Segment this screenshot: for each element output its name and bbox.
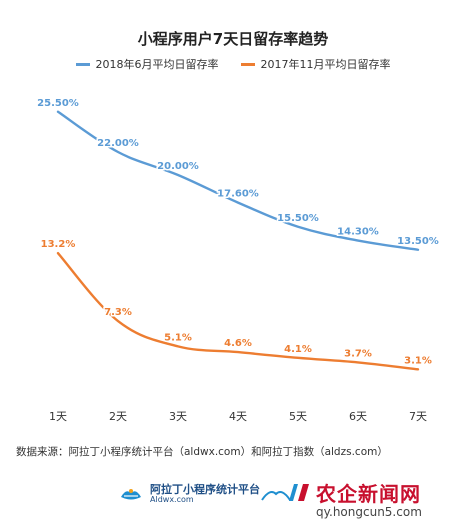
legend: 2018年6月平均日留存率 2017年11月平均日留存率 [0, 56, 466, 72]
source-note: 数据来源：阿拉丁小程序统计平台（aldwx.com）和阿拉丁指数（aldzs.c… [16, 446, 388, 458]
aladdin-lamp-icon [121, 489, 141, 500]
data-label-series-1: 25.50% [37, 98, 79, 109]
legend-swatch-blue [75, 62, 90, 66]
legend-item-series-2: 2017年11月平均日留存率 [240, 56, 391, 72]
series-line-1 [56, 110, 420, 251]
legend-swatch-orange [240, 62, 255, 66]
data-label-series-2: 3.7% [344, 348, 372, 359]
legend-label-series-2: 2017年11月平均日留存率 [260, 58, 391, 71]
data-label-series-2: 3.1% [404, 355, 432, 366]
watermark-name: 农企新闻网 [316, 482, 421, 506]
watermark-logo-icon [289, 483, 309, 501]
data-label-series-2: 13.2% [41, 239, 76, 250]
brand-name: 阿拉丁小程序统计平台 [150, 483, 260, 497]
legend-item-series-1: 2018年6月平均日留存率 [75, 56, 219, 72]
chart-title: 小程序用户7天日留存率趋势 [137, 30, 329, 48]
legend-label-series-1: 2018年6月平均日留存率 [95, 58, 219, 71]
brand-logo-block: 阿拉丁小程序统计平台 Aldwx.com [118, 484, 260, 504]
line-chart: 25.50% 22.00% 20.00% 17.60% 15.50% 14.30% 13.5… [36, 96, 441, 423]
footer: 阿拉丁小程序统计平台 Aldwx.com 农企新闻网 qy.hongcun5.c… [0, 478, 466, 519]
data-label-series-1: 13.50% [397, 236, 439, 247]
data-label-series-2: 7.3% [104, 307, 132, 318]
x-tick-label: 4天 [229, 410, 247, 423]
data-label-series-1: 22.00% [97, 138, 139, 149]
partner-logo-icon [261, 491, 291, 501]
x-tick-label: 3天 [169, 410, 187, 423]
x-tick-label: 2天 [109, 410, 127, 423]
brand-url: Aldwx.com [150, 494, 194, 504]
data-label-series-2: 4.1% [284, 344, 312, 355]
x-tick-label: 7天 [409, 410, 427, 423]
x-tick-label: 1天 [49, 410, 67, 423]
x-tick-label: 5天 [289, 410, 307, 423]
series-line-2 [56, 252, 420, 371]
data-label-series-1: 14.30% [337, 227, 379, 238]
watermark: 农企新闻网 qy.hongcun5.com [286, 478, 422, 519]
watermark-url: qy.hongcun5.com [316, 505, 422, 519]
data-label-series-1: 20.00% [157, 161, 199, 172]
data-label-series-2: 5.1% [164, 332, 192, 343]
x-tick-label: 6天 [349, 410, 367, 423]
data-label-series-2: 4.6% [224, 338, 252, 349]
data-label-series-1: 17.60% [217, 189, 259, 200]
data-label-series-1: 15.50% [277, 213, 319, 224]
